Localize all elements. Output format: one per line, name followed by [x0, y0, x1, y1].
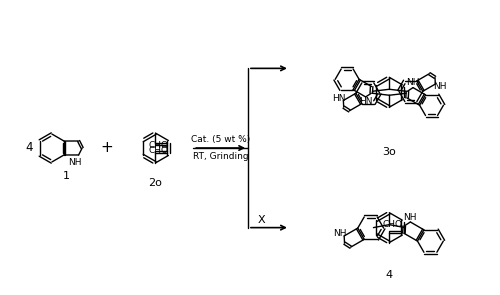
Text: CHO: CHO — [382, 220, 402, 229]
Text: 4: 4 — [386, 271, 393, 280]
Text: CHO: CHO — [148, 147, 169, 155]
Text: 4: 4 — [26, 142, 33, 155]
Text: HN: HN — [332, 94, 345, 103]
Text: RT, Grinding: RT, Grinding — [193, 153, 248, 161]
Text: Cat. (5 wt %): Cat. (5 wt %) — [191, 135, 250, 144]
Text: +: + — [100, 140, 113, 155]
Text: NH: NH — [333, 230, 346, 238]
Text: CHO: CHO — [148, 140, 169, 150]
Text: NH: NH — [403, 213, 416, 222]
Text: X: X — [258, 215, 266, 225]
Text: HN: HN — [360, 97, 373, 106]
Text: NH: NH — [433, 82, 446, 91]
Text: NH: NH — [406, 78, 419, 87]
Text: 3o: 3o — [382, 147, 396, 157]
Text: 2o: 2o — [148, 178, 162, 188]
Text: NH: NH — [68, 158, 82, 168]
Text: 1: 1 — [62, 171, 70, 181]
